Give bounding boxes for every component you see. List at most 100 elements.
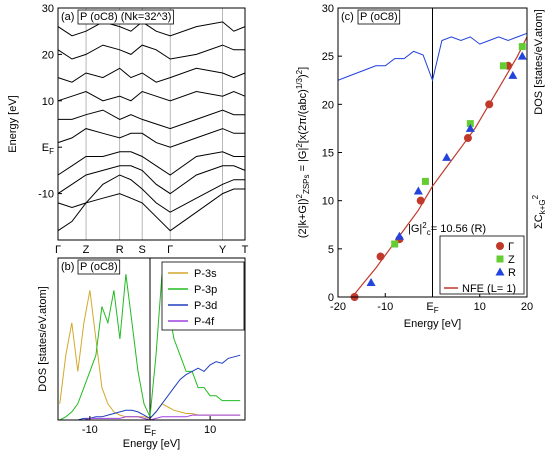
marker — [496, 242, 504, 250]
marker — [442, 152, 452, 161]
x-tick-label-main: Γ — [167, 244, 173, 256]
marker — [421, 177, 429, 185]
x-tick-label-sub: F — [434, 306, 439, 315]
y-axis-label: Energy [eV] — [7, 95, 19, 152]
x-tick-label-main: Z — [83, 244, 90, 256]
plot-frame — [337, 7, 528, 298]
band-line — [58, 109, 245, 130]
y2-axis-label-2: ΣCk+G2 — [531, 194, 547, 229]
y-axis-label-part: = |G| — [297, 148, 309, 175]
y-axis-label-part: ] — [297, 67, 309, 70]
y2-axis-label-2-part: 2 — [531, 194, 540, 199]
x-tick-label: 10 — [204, 424, 216, 436]
y-tick-label: 15 — [322, 148, 334, 160]
marker — [465, 123, 475, 132]
marker — [485, 100, 494, 109]
marker — [495, 267, 505, 276]
band-line — [57, 165, 246, 195]
y2-axis-label: DOS [states/eV.atom] — [533, 9, 545, 114]
x-tick-label: Γ — [167, 244, 173, 256]
panel-label: (a) — [61, 11, 74, 23]
panel-label: (b) — [61, 261, 74, 273]
x-tick-label: -20 — [330, 301, 346, 313]
annotation-part: = 10.56 (R) — [431, 223, 486, 235]
marker — [518, 43, 526, 51]
panel-title: P (oC8) (Nk=32^3) — [80, 11, 171, 23]
x-tick-label-main: E — [426, 301, 433, 313]
marker — [391, 240, 399, 248]
x-tick-label: 20 — [521, 301, 533, 313]
annotation-part: |G| — [408, 223, 422, 235]
y-axis-label-part: 2 — [295, 69, 304, 74]
band-line — [57, 67, 246, 83]
marker — [508, 70, 518, 79]
title-box — [77, 259, 121, 275]
marker — [517, 51, 527, 60]
marker — [394, 231, 404, 240]
annotation-part: 2 — [422, 221, 427, 230]
legend-label: P-3d — [194, 300, 217, 312]
y-tick-label: 5 — [328, 244, 334, 256]
y-tick-label-sub: F — [49, 147, 54, 156]
x-tick-label-main: E — [144, 424, 151, 436]
y-tick-label: 20 — [322, 99, 334, 111]
band-line — [57, 44, 245, 60]
marker — [463, 134, 472, 143]
legend-label: P-3s — [194, 268, 217, 280]
dos-line — [337, 32, 528, 83]
y-axis-label: DOS [states/eV.atom] — [37, 286, 49, 391]
legend-label: P-4f — [194, 316, 215, 328]
y-axis-label-part: [x(2π/(abc) — [297, 89, 309, 143]
plot-frame — [57, 7, 246, 241]
y-tick-label: 25 — [322, 51, 334, 63]
x-tick-label: -10 — [377, 301, 393, 313]
marker — [499, 62, 507, 70]
marker — [366, 278, 376, 287]
y-axis-label-part: 1/3 — [295, 78, 304, 90]
legend-box — [439, 235, 525, 295]
y-tick-label: 30 — [322, 3, 334, 15]
y-axis-label-part: ) — [297, 74, 309, 78]
y-tick-label: 30 — [42, 3, 54, 15]
x-tick-label: -10 — [82, 424, 98, 436]
y-tick-label-main: E — [42, 142, 49, 154]
y-tick-label: 10 — [42, 96, 54, 108]
band-line — [57, 174, 245, 213]
y-axis-label: (2|k+G|)2ZSPs = |G|2[x(2π/(abc)1/3)2] — [295, 67, 311, 238]
y-axis-label-part: (2|k+G|) — [297, 199, 309, 239]
x-axis-label: Energy [eV] — [404, 318, 461, 330]
title-box — [77, 9, 174, 25]
y-axis-label-part: 2 — [295, 194, 304, 199]
x-tick-label: T — [242, 244, 249, 256]
x-tick-label-main: Y — [219, 244, 227, 256]
x-tick-label: Γ — [55, 244, 61, 256]
y-tick-label: 10 — [322, 196, 334, 208]
x-tick-label: S — [138, 244, 145, 256]
y-tick-label: 20 — [42, 49, 54, 61]
y2-axis-label-2-part: k+G — [538, 199, 547, 214]
marker — [416, 196, 425, 205]
x-tick-label-main: S — [138, 244, 145, 256]
legend-label: P-3p — [194, 284, 217, 296]
nfe-line — [351, 36, 528, 298]
marker — [466, 120, 474, 128]
legend-label: R — [508, 267, 516, 279]
annotation-part: c — [427, 228, 431, 237]
y-tick-label: EF — [42, 142, 54, 156]
x-tick-label-main: Γ — [55, 244, 61, 256]
marker — [376, 252, 385, 261]
y2-axis-label-2-part: ΣC — [533, 214, 545, 229]
x-tick-label-main: T — [242, 244, 249, 256]
x-tick-label: Y — [219, 244, 227, 256]
band-line — [57, 128, 245, 148]
x-tick-label: R — [116, 244, 124, 256]
annotation: |G|2c= 10.56 (R) — [408, 221, 486, 237]
band-line — [57, 151, 245, 176]
y-tick-label: -10 — [38, 189, 54, 201]
marker — [496, 255, 504, 263]
panel-title: P (oC8) — [360, 11, 398, 23]
marker — [413, 186, 423, 195]
x-tick-label: EF — [426, 301, 438, 315]
panel-label: (c) — [341, 11, 354, 23]
y-axis-label-part: ZSPs — [302, 174, 311, 194]
